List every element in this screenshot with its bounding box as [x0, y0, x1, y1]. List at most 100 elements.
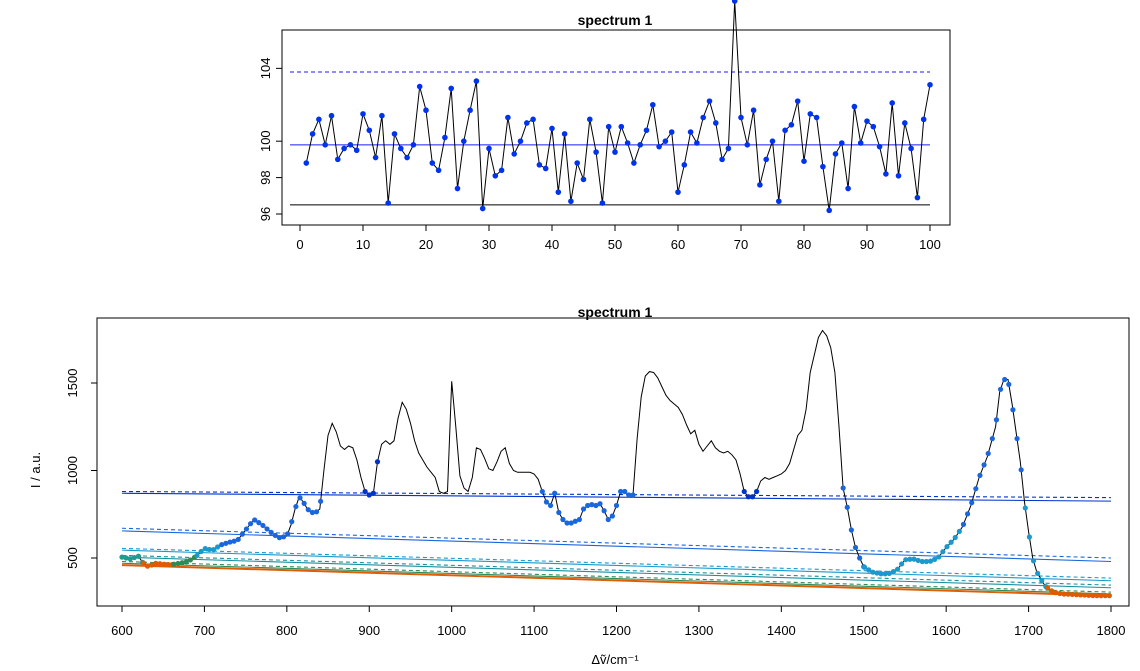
highlighted-point — [593, 502, 599, 509]
highlighted-point — [171, 561, 177, 567]
top-data-point — [454, 185, 461, 192]
highlighted-point — [198, 548, 204, 555]
highlighted-point — [973, 486, 979, 492]
top-data-point — [322, 142, 329, 148]
highlighted-point — [940, 549, 946, 555]
baseline-4 — [121, 549, 1112, 582]
highlighted-point — [852, 544, 859, 551]
top-data-point — [643, 127, 650, 134]
baseline-0 — [121, 492, 1112, 502]
top-axes: 0 10 20 30 40 50 60 70 80 90 100 96 98 100 104 — [258, 29, 951, 252]
bottom-y-tick-label: 1000 — [65, 456, 80, 485]
top-data-point — [391, 131, 398, 137]
highlighted-point — [572, 518, 578, 524]
highlighted-point — [235, 536, 241, 543]
highlighted-point — [194, 552, 200, 559]
bottom-x-axis-label: Δṽ/cm⁻¹ — [591, 652, 639, 667]
highlighted-point — [981, 462, 987, 468]
highlighted-point — [543, 499, 550, 505]
top-data-point — [448, 85, 455, 92]
highlighted-point — [960, 521, 967, 528]
top-x-tick-label: 40 — [545, 237, 559, 252]
highlighted-point — [264, 526, 270, 532]
highlighted-point — [1098, 593, 1104, 599]
highlighted-point — [749, 494, 756, 500]
highlighted-point — [153, 560, 159, 566]
highlighted-point — [1044, 585, 1051, 591]
highlighted-point — [219, 542, 225, 548]
top-x-tick-label: 80 — [797, 237, 811, 252]
top-data-point — [404, 154, 410, 161]
highlighted-point — [547, 502, 554, 509]
top-x-tick-label: 50 — [608, 237, 622, 252]
top-data-point — [492, 172, 499, 179]
highlighted-point — [135, 553, 142, 559]
highlighted-point — [144, 563, 151, 569]
highlighted-point — [131, 554, 137, 561]
highlighted-point — [936, 554, 942, 560]
top-data-point — [335, 156, 341, 163]
top-data-point — [423, 107, 429, 114]
highlighted-point — [993, 417, 1000, 423]
top-data-point — [353, 147, 360, 154]
bottom-x-tick-label: 1200 — [602, 623, 631, 638]
top-y-tick-label: 100 — [258, 130, 273, 152]
highlighted-point — [882, 571, 888, 577]
top-data-point — [442, 134, 448, 141]
highlighted-point — [305, 507, 311, 513]
top-data-point — [650, 101, 656, 108]
top-data-point — [341, 145, 347, 152]
top-y-tick-label: 104 — [258, 58, 273, 80]
highlighted-point — [745, 494, 751, 500]
top-data-point — [631, 160, 637, 166]
highlighted-point — [252, 517, 258, 523]
highlighted-point — [276, 535, 283, 541]
highlighted-point — [626, 492, 632, 498]
top-data-point — [612, 149, 618, 155]
highlighted-point — [552, 490, 558, 496]
highlighted-point — [1090, 592, 1096, 599]
top-data-point — [574, 160, 580, 166]
top-data-point — [687, 129, 694, 135]
top-data-point — [876, 143, 883, 150]
top-data-point — [467, 107, 473, 114]
top-data-point — [587, 116, 593, 123]
bottom-x-tick-label: 600 — [111, 623, 133, 638]
highlighted-point — [944, 544, 950, 550]
top-data-point — [839, 140, 845, 146]
top-data-point — [744, 142, 751, 148]
highlighted-point — [293, 503, 299, 510]
bottom-x-tick-label: 800 — [276, 623, 298, 638]
highlighted-point — [927, 558, 934, 564]
highlighted-point — [289, 519, 295, 525]
highlighted-point — [318, 498, 324, 504]
baseline-9 — [121, 562, 1112, 595]
highlighted-point — [119, 554, 125, 560]
baseline-5 — [121, 547, 1112, 579]
highlighted-point — [140, 560, 147, 566]
top-data-point — [549, 125, 555, 132]
top-data-point — [309, 131, 316, 137]
top-data-point — [479, 205, 486, 212]
top-data-point — [580, 176, 587, 183]
top-data-point — [461, 138, 467, 144]
top-y-tick-label: 98 — [258, 170, 273, 184]
top-data-point — [328, 112, 335, 119]
highlighted-point — [127, 556, 133, 562]
top-x-tick-label: 70 — [734, 237, 748, 252]
top-y-tick-label: 96 — [258, 207, 273, 221]
baseline-11 — [121, 564, 1112, 597]
top-series-points — [303, 0, 933, 214]
highlighted-point — [1035, 570, 1041, 577]
top-chart-title: spectrum 1 — [578, 12, 653, 28]
highlighted-point — [964, 511, 971, 517]
top-data-point — [864, 118, 870, 124]
top-data-point — [857, 140, 864, 146]
highlighted-point — [362, 488, 368, 495]
highlighted-point — [923, 558, 929, 565]
top-data-point — [568, 198, 574, 205]
bottom-x-tick-label: 1100 — [520, 623, 548, 638]
highlighted-point — [1069, 591, 1075, 597]
top-data-point — [700, 114, 706, 121]
highlighted-point — [894, 566, 901, 572]
